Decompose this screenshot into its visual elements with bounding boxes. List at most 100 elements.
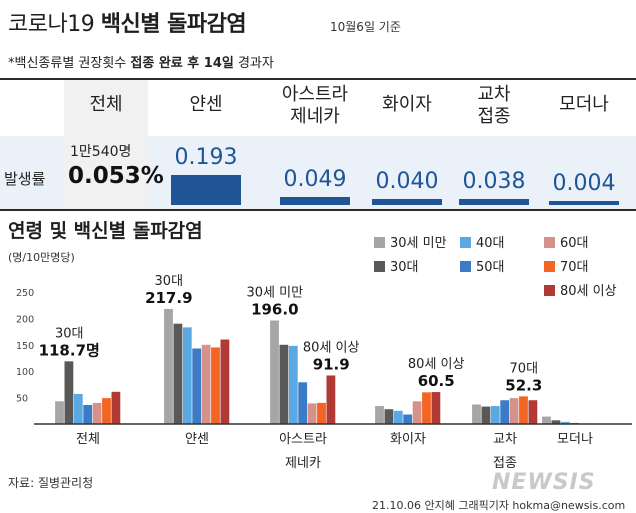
legend-swatch [460,261,471,272]
vaccine-header-1: 아스트라 제네카 [281,84,349,127]
category-label: 얀센 [185,432,209,447]
bar-0-3 [83,404,93,424]
annotation-label-1: 30대 [155,274,184,289]
legend-item-4: 60대 [544,232,589,251]
bar-1-6 [220,339,230,424]
vaccine-rate-value-3: 0.038 [462,169,526,195]
bar-4-0 [472,404,481,424]
legend-item-0: 30세 미만 [374,232,447,251]
bar-1-4 [201,344,211,424]
legend-swatch [544,285,555,296]
legend-item-5: 70대 [544,256,589,275]
annotation-value-2: 196.0 [251,301,298,319]
chart-legend: 30세 미만 30대 40대 50대 60대 70대 80세 이상 [368,232,632,304]
bar-0-4 [92,402,102,424]
annotation-label-5: 70대 [510,361,539,376]
legend-label: 60대 [560,236,589,251]
bar-0-6 [111,391,121,424]
bar-2-4 [307,403,317,424]
subtitle: *백신종류별 권장횟수 접종 완료 후 14일 경과자 [8,52,274,71]
bar-0-1 [64,361,74,424]
annotation-value-0: 118.7명 [39,341,100,359]
total-count: 1만540명 [70,144,132,160]
bar-4-6 [528,400,538,424]
vaccine-header-0: 얀센 [189,94,223,115]
bar-5-2 [560,421,570,424]
title-main: 백신별 돌파감염 [100,12,247,37]
legend-swatch [460,237,471,248]
category-label: 제네카 [285,456,321,471]
title-prefix: 코로나19 [8,12,101,37]
annotation-value-5: 52.3 [505,376,542,394]
total-header: 전체 [89,94,123,115]
bar-3-3 [403,414,413,424]
vaccine-rate-bar-2 [372,198,442,205]
bar-1-5 [211,347,220,424]
bar-2-1 [279,344,289,424]
unit-label: (명/10만명당) [8,251,75,264]
legend-label: 30세 미만 [390,236,447,251]
credit-label: 21.10.06 안지혜 그래픽기자 hokma@newsis.com [372,499,626,512]
bar-3-2 [393,410,403,424]
bar-4-3 [500,400,510,424]
vaccine-rate-value-1: 0.049 [283,167,347,193]
y-tick-label: 200 [16,314,34,325]
rate-row-label: 발생률 [4,170,46,188]
legend-label: 30대 [390,260,419,275]
legend-swatch [544,237,555,248]
annotation-label-0: 30대 [55,326,84,341]
page-title: 코로나19 백신별 돌파감염 [8,6,247,38]
newsis-watermark: NEWSIS [492,470,596,495]
bar-2-3 [298,382,308,424]
vaccine-rate-value-0: 0.193 [174,145,238,170]
bar-2-5 [317,402,326,424]
bar-1-2 [182,327,192,424]
total-column-bg [64,80,148,209]
annotation-label-4: 80세 이상 [408,357,465,372]
bar-3-1 [384,409,394,424]
bar-2-0 [270,320,279,424]
annotation-label-3: 80세 이상 [303,340,360,355]
vaccine-rate-bar-4 [549,201,619,205]
vaccine-rate-bar-3 [459,199,529,205]
section-title: 연령 및 백신별 돌파감염 [8,220,203,242]
bar-4-4 [509,398,519,424]
vaccine-rate-bar-1 [280,197,350,205]
legend-label: 50대 [476,260,505,275]
category-label: 접종 [493,456,517,471]
vaccine-rate-bar-0 [171,175,241,205]
bar-5-0 [542,416,551,424]
bar-2-2 [288,345,298,424]
annotation-value-3: 91.9 [313,355,350,373]
date-label: 10월6일 기준 [330,20,401,34]
bar-0-0 [55,401,64,424]
bottom-divider [0,209,636,211]
bar-3-0 [375,406,384,424]
category-label: 교차 [493,432,517,447]
legend-swatch [374,261,385,272]
bar-0-5 [102,398,111,424]
legend-item-1: 30대 [374,256,419,275]
category-label: 아스트라 [279,432,327,447]
bar-3-6 [431,392,441,424]
annotation-value-1: 217.9 [145,289,192,307]
vaccine-header-4: 모더나 [559,94,609,115]
y-tick-label: 100 [16,367,34,378]
subtitle-bold: 접종 완료 후 14일 [130,56,234,71]
vaccine-header-2: 화이자 [382,94,432,115]
legend-label: 70대 [560,260,589,275]
top-divider [0,78,636,80]
bar-0-2 [73,393,83,424]
source-label: 자료: 질병관리청 [8,476,94,490]
y-tick-label: 250 [16,288,34,299]
bar-1-1 [173,323,183,424]
bar-4-2 [490,406,500,424]
legend-item-2: 40대 [460,232,505,251]
vaccine-rate-value-4: 0.004 [552,171,616,196]
subtitle-suffix: 경과자 [233,56,274,71]
total-rate: 0.053% [68,163,164,189]
annotation-value-4: 60.5 [418,372,455,390]
legend-item-3: 50대 [460,256,505,275]
bar-3-4 [412,401,422,424]
